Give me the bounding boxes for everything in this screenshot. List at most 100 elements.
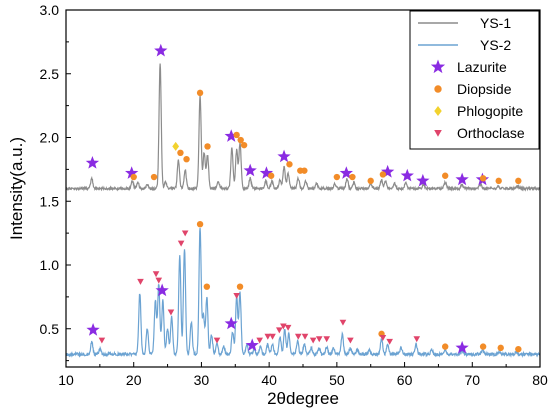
phlogopite-marker xyxy=(172,141,180,151)
orthoclase-marker xyxy=(181,230,189,237)
diopside-marker xyxy=(442,172,449,179)
legend-label-diopside: Diopside xyxy=(457,81,512,97)
lazurite-marker xyxy=(400,168,414,182)
lazurite-marker xyxy=(259,166,274,179)
legend-swatch-orthoclase xyxy=(434,129,442,137)
legend-swatch-phlogopite xyxy=(434,106,442,116)
diopside-marker xyxy=(349,173,356,181)
x-tick-label: 80 xyxy=(532,372,548,388)
lazurite-marker xyxy=(455,340,469,354)
diopside-marker xyxy=(479,175,487,182)
x-tick-label: 70 xyxy=(464,372,480,388)
lazurite-marker xyxy=(455,172,469,186)
y-tick-label: 2.5 xyxy=(40,66,60,82)
legend-label-ys-2: YS-2 xyxy=(480,37,511,53)
orthoclase-marker xyxy=(339,319,347,326)
orthoclase-marker xyxy=(167,309,175,316)
series-line-ys-1 xyxy=(66,63,540,192)
y-tick-label: 1.5 xyxy=(40,193,60,209)
orthoclase-marker xyxy=(413,336,421,343)
diopside-marker xyxy=(236,283,244,290)
diopside-marker xyxy=(497,344,504,352)
x-tick-label: 30 xyxy=(194,372,210,388)
axis-layer: 10 20 30 40 50 60 70 80 0.5 1.0 1.5 2.0 2.5 3.0 2θdegr… xyxy=(7,2,548,408)
diopside-marker xyxy=(267,172,275,179)
orthoclase-marker xyxy=(347,337,354,344)
diopside-marker xyxy=(479,343,487,350)
orthoclase-marker xyxy=(269,333,276,340)
diopside-marker xyxy=(367,177,374,185)
x-tick-label: 40 xyxy=(261,372,277,388)
orthoclase-marker xyxy=(284,324,292,331)
lazurite-marker xyxy=(380,164,395,178)
orthoclase-marker xyxy=(152,271,160,278)
lazurite-marker xyxy=(154,43,168,57)
diopside-marker xyxy=(196,89,204,97)
lazurite-marker xyxy=(224,316,238,330)
legend-swatch-diopside xyxy=(434,85,442,93)
diopside-marker xyxy=(442,343,449,350)
diopside-marker xyxy=(196,221,204,228)
lazurite-marker xyxy=(243,163,257,177)
orthoclase-marker xyxy=(315,336,323,343)
diopside-marker xyxy=(379,171,387,178)
orthoclase-marker xyxy=(379,335,387,341)
y-tick-label: 2.0 xyxy=(40,130,60,146)
orthoclase-marker xyxy=(213,337,221,344)
legend-label-phlogopite: Phlogopite xyxy=(457,103,523,119)
x-axis-label: 2θdegree xyxy=(267,389,339,408)
diopside-marker xyxy=(333,173,341,181)
orthoclase-marker xyxy=(323,336,330,343)
lazurite-marker xyxy=(339,166,353,179)
diopside-marker xyxy=(240,141,248,149)
orthoclase-marker xyxy=(386,338,393,345)
lazurite-marker xyxy=(155,283,169,297)
x-tick-label: 60 xyxy=(397,372,413,388)
y-tick-label: 3.0 xyxy=(40,2,60,18)
legend: YS-1 YS-2 Lazurite Diopside Phlogopite Orthoc… xyxy=(409,10,540,150)
legend-label-orthoclase: Orthoclase xyxy=(457,125,525,141)
diopside-marker xyxy=(177,149,184,156)
legend-label-lazurite: Lazurite xyxy=(457,59,507,75)
marker-layer xyxy=(85,43,522,354)
orthoclase-marker xyxy=(233,292,240,299)
diopside-marker xyxy=(495,177,502,185)
diopside-marker xyxy=(233,131,240,139)
plot-layer xyxy=(66,63,540,358)
diopside-marker xyxy=(150,173,158,181)
lazurite-marker xyxy=(245,338,259,351)
diopside-marker xyxy=(515,345,522,353)
lazurite-marker xyxy=(224,129,238,142)
lazurite-marker xyxy=(85,156,100,169)
diopside-marker xyxy=(286,161,293,168)
orthoclase-marker xyxy=(264,333,272,340)
diopside-marker xyxy=(183,155,190,163)
x-tick-label: 50 xyxy=(329,372,345,388)
diopside-marker xyxy=(237,136,244,144)
y-tick-label: 1.0 xyxy=(40,257,60,273)
orthoclase-marker xyxy=(137,278,144,285)
lazurite-marker xyxy=(125,166,139,179)
diopside-marker xyxy=(515,177,522,185)
orthoclase-marker xyxy=(98,337,106,344)
orthoclase-marker xyxy=(276,327,283,334)
y-axis-label: Intensity(a.u.) xyxy=(7,137,26,240)
x-tick-label: 20 xyxy=(126,372,142,388)
y-tick-label: 0.5 xyxy=(40,321,60,337)
series-line-ys-2 xyxy=(66,227,540,358)
orthoclase-marker xyxy=(177,240,185,247)
orthoclase-marker xyxy=(301,333,309,340)
legend-box xyxy=(409,10,540,150)
orthoclase-marker xyxy=(294,333,302,340)
lazurite-marker xyxy=(277,149,291,163)
orthoclase-marker xyxy=(256,337,263,344)
diopside-marker xyxy=(204,143,211,150)
diopside-marker xyxy=(203,283,211,290)
legend-label-ys-1: YS-1 xyxy=(480,15,511,31)
diopside-marker xyxy=(130,173,137,181)
legend-swatch-lazurite xyxy=(430,59,446,74)
orthoclase-marker xyxy=(155,277,163,284)
orthoclase-marker xyxy=(309,337,317,344)
